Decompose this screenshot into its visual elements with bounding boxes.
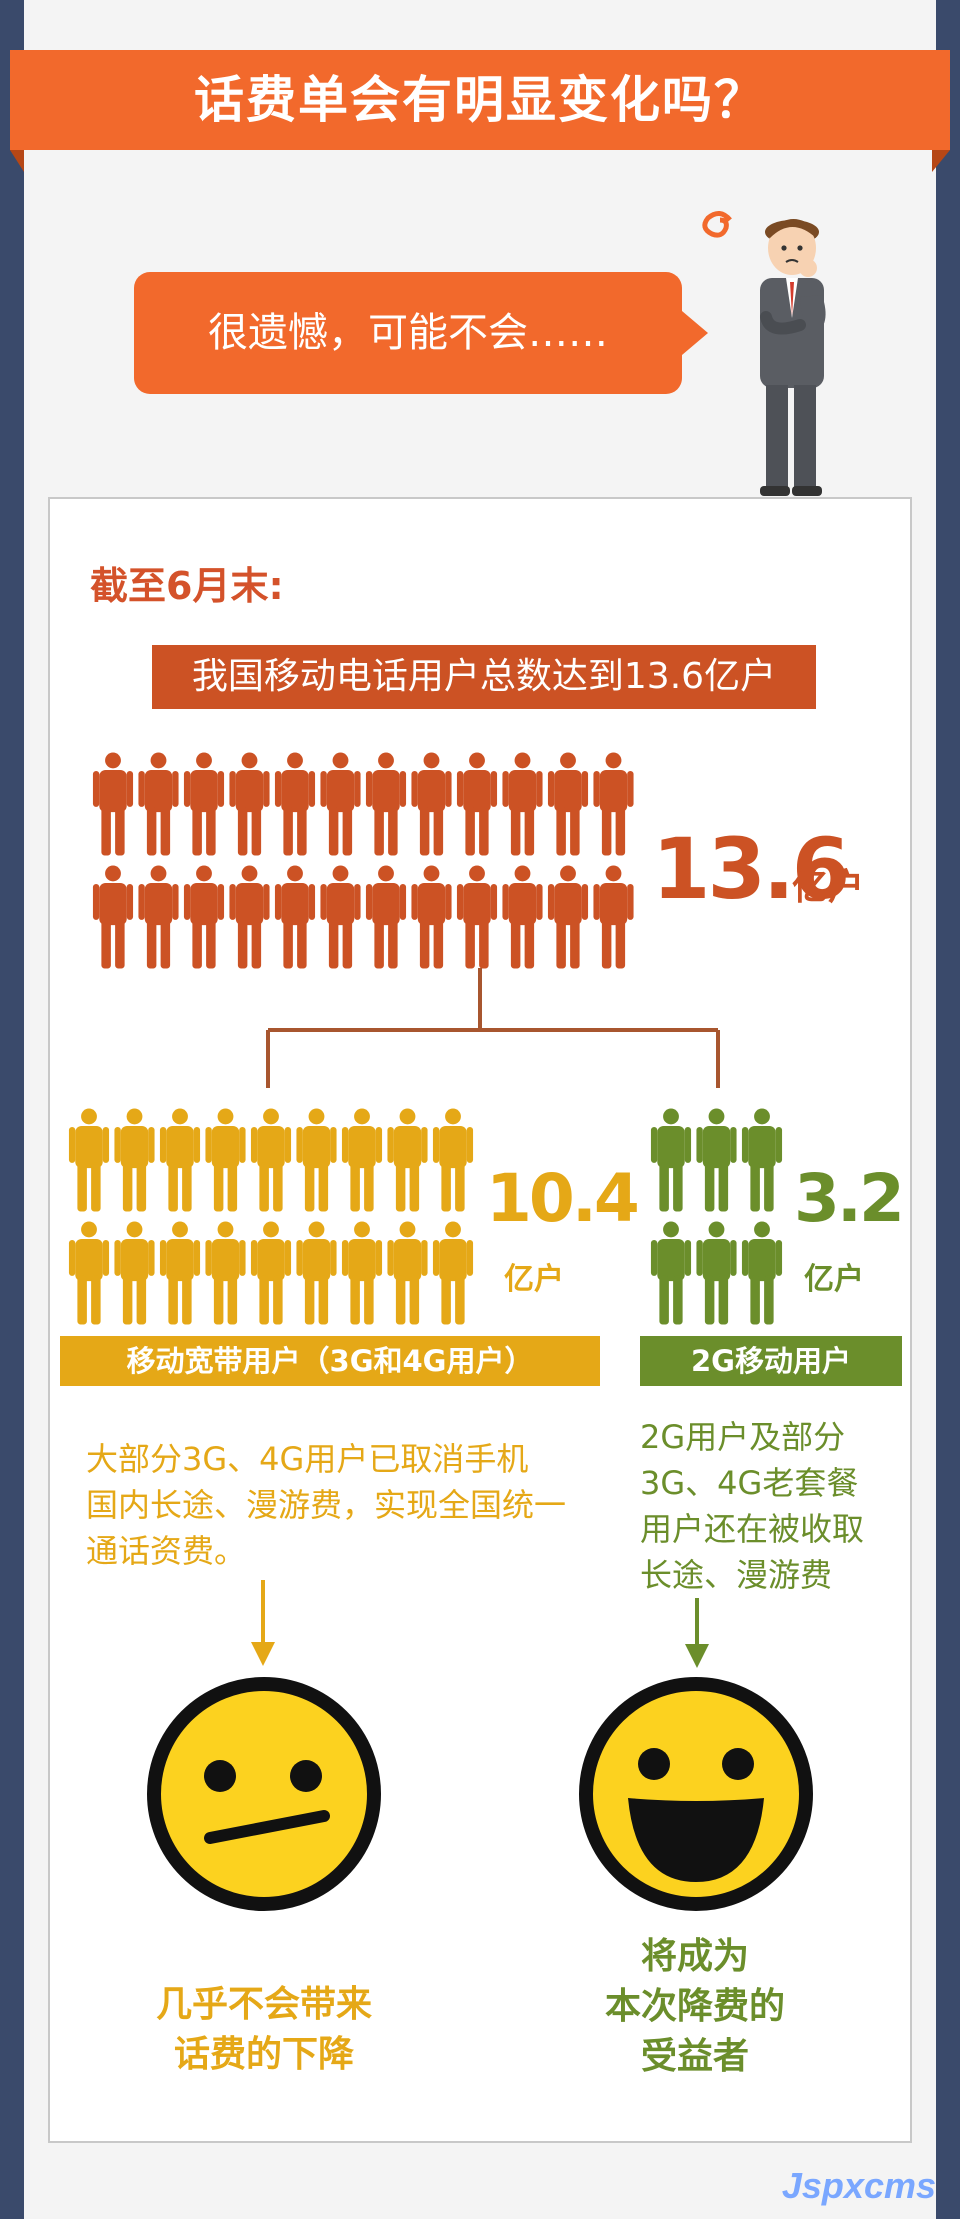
2g-conclusion: 将成为 本次降费的 受益者 <box>545 1932 845 2082</box>
person-icon <box>274 752 316 856</box>
person-icon <box>650 1108 692 1212</box>
broadband-desc-line: 国内长途、漫游费，实现全国统一 <box>86 1486 567 1524</box>
person-icon <box>138 752 179 856</box>
person-icon <box>68 1221 110 1325</box>
person-icon <box>159 1108 201 1212</box>
person-icon <box>365 752 407 856</box>
person-icon <box>296 1108 337 1212</box>
speech-bubble <box>134 272 682 394</box>
2g-description: 2G用户及部分 3G、4G老套餐 用户还在被收取 长途、漫游费 <box>640 1414 864 1598</box>
down-arrow-icon <box>251 1580 275 1666</box>
broadband-unit: 亿户 <box>504 1262 564 1297</box>
person-icon <box>138 865 179 969</box>
broadband-description: 大部分3G、4G用户已取消手机 国内长途、漫游费，实现全国统一 通话资费。 <box>86 1436 566 1574</box>
person-icon <box>502 865 543 969</box>
person-icon <box>650 1221 692 1325</box>
thinking-man-icon <box>702 211 826 496</box>
broadband-value: 10.4 <box>486 1160 640 1237</box>
neutral-face-icon <box>147 1677 381 1911</box>
person-icon <box>320 865 361 969</box>
2g-value: 3.2 <box>794 1160 905 1237</box>
watermark: Jspxcms <box>781 2165 936 2206</box>
person-icon <box>68 1108 110 1212</box>
person-icon <box>114 1108 155 1212</box>
deadline-heading: 截至6月末: <box>90 564 284 608</box>
person-icon <box>92 752 134 856</box>
person-icon <box>296 1221 337 1325</box>
conclusion-line: 几乎不会带来 <box>155 1984 372 2025</box>
person-icon <box>229 865 270 969</box>
2g-person-icons <box>650 1108 783 1325</box>
broadband-desc-line: 大部分3G、4G用户已取消手机 <box>86 1440 529 1478</box>
total-unit: 亿户 <box>792 867 865 908</box>
person-icon <box>92 865 134 969</box>
total-value: 13.6 <box>652 820 850 918</box>
person-icon <box>229 752 270 856</box>
2g-unit: 亿户 <box>804 1262 864 1297</box>
person-icon <box>456 865 498 969</box>
2g-desc-line: 用户还在被收取 <box>640 1510 865 1548</box>
total-person-icons <box>92 752 634 969</box>
broadband-person-icons <box>68 1108 474 1325</box>
person-icon <box>183 865 225 969</box>
person-icon <box>432 1108 474 1212</box>
person-icon <box>593 752 634 856</box>
speech-bubble-tail <box>682 311 708 355</box>
person-icon <box>274 865 316 969</box>
person-icon <box>741 1108 783 1212</box>
person-icon <box>593 865 634 969</box>
person-icon <box>365 865 407 969</box>
person-icon <box>411 752 452 856</box>
laughing-face-icon <box>579 1677 813 1911</box>
broadband-desc-line: 通话资费。 <box>86 1532 247 1570</box>
person-icon <box>320 752 361 856</box>
person-icon <box>250 1221 292 1325</box>
speech-bubble-text: 很遗憾，可能不会…… <box>208 310 608 356</box>
header-banner <box>10 50 950 150</box>
tree-connector <box>266 968 720 1088</box>
2g-desc-line: 长途、漫游费 <box>640 1556 833 1594</box>
person-icon <box>456 752 498 856</box>
person-icon <box>387 1221 428 1325</box>
person-icon <box>741 1221 783 1325</box>
broadband-label-bar: 移动宽带用户（3G和4G用户） <box>60 1336 600 1386</box>
down-arrow-icon <box>685 1598 709 1668</box>
person-icon <box>341 1221 383 1325</box>
person-icon <box>547 865 589 969</box>
person-icon <box>114 1221 155 1325</box>
person-icon <box>547 752 589 856</box>
person-icon <box>502 752 543 856</box>
person-icon <box>183 752 225 856</box>
person-icon <box>205 1108 246 1212</box>
person-icon <box>250 1108 292 1212</box>
broadband-conclusion: 几乎不会带来 话费的下降 <box>114 1980 414 2080</box>
person-icon <box>341 1108 383 1212</box>
banner-fold-right <box>932 150 950 172</box>
2g-label-bar: 2G移动用户 <box>640 1336 902 1386</box>
conclusion-line: 本次降费的 <box>604 1986 785 2027</box>
banner-fold-left <box>10 150 24 172</box>
conclusion-line: 将成为 <box>640 1936 749 1977</box>
person-icon <box>387 1108 428 1212</box>
total-users-bar: 我国移动电话用户总数达到13.6亿户 <box>152 645 816 709</box>
person-icon <box>696 1221 737 1325</box>
person-icon <box>432 1221 474 1325</box>
person-icon <box>696 1108 737 1212</box>
2g-desc-line: 3G、4G老套餐 <box>640 1464 859 1502</box>
2g-desc-line: 2G用户及部分 <box>640 1418 846 1456</box>
person-icon <box>411 865 452 969</box>
person-icon <box>205 1221 246 1325</box>
person-icon <box>159 1221 201 1325</box>
conclusion-line: 话费的下降 <box>173 2034 354 2075</box>
page-title: 话费单会有明显变化吗？ <box>194 71 766 129</box>
conclusion-line: 受益者 <box>640 2036 749 2077</box>
